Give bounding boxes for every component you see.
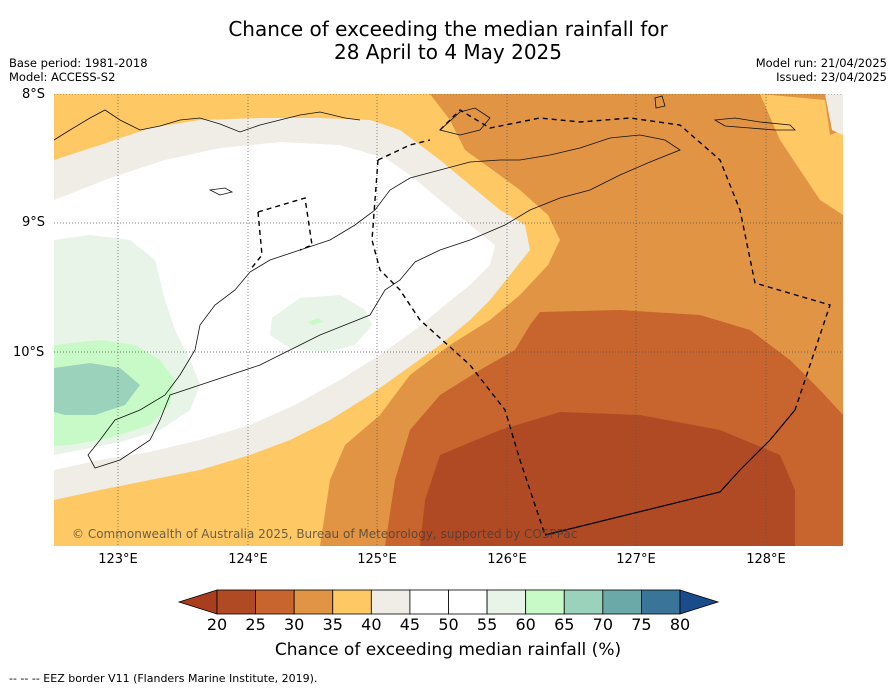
colorbar-cell <box>448 589 488 615</box>
colorbar-cell <box>602 589 642 615</box>
lon-label-128e: 128°E <box>746 552 786 567</box>
graticule <box>54 94 843 546</box>
colorbar-tick-label: 40 <box>361 615 382 634</box>
issued-date: Issued: 23/04/2025 <box>776 70 887 84</box>
lat-label-8s: 8°S <box>22 87 46 102</box>
colorbar-tick-label: 65 <box>554 615 575 634</box>
colorbar-tick-label: 60 <box>515 615 536 634</box>
colorbar-cell <box>525 589 565 615</box>
lon-label-124e: 124°E <box>228 552 268 567</box>
colorbar-tick-label: 45 <box>399 615 421 634</box>
colorbar-extend-high <box>679 589 720 615</box>
colorbar-cell <box>486 589 527 615</box>
colorbar-tick-label: 70 <box>592 615 614 634</box>
colorbar-cell <box>216 589 256 615</box>
alor-island <box>439 107 491 136</box>
colorbar-cell <box>332 589 372 615</box>
colorbar-tick-label: 75 <box>631 615 652 634</box>
colorbar-cell <box>563 589 604 615</box>
lon-label-123e: 123°E <box>98 552 138 567</box>
lon-label-127e: 127°E <box>616 552 656 567</box>
eez-west <box>257 197 313 251</box>
chart-title: Chance of exceeding the median rainfall … <box>0 18 896 64</box>
colorbar-extend-low <box>177 589 218 615</box>
title-line-1: Chance of exceeding the median rainfall … <box>228 17 668 41</box>
colorbar-cell <box>409 589 449 615</box>
eez-south <box>371 159 546 536</box>
copyright-notice: © Commonwealth of Australia 2025, Bureau… <box>72 527 578 541</box>
eez-north-east <box>439 109 831 411</box>
band-55-60-center <box>270 295 372 352</box>
colorbar-tick-label: 50 <box>438 615 459 634</box>
meta-right: Model run: 21/04/2025 Issued: 23/04/2025 <box>756 56 887 84</box>
meta-left: Base period: 1981-2018 Model: ACCESS-S2 <box>9 56 148 84</box>
small-island-1 <box>654 95 666 109</box>
band-20-25 <box>420 412 795 546</box>
colorbar-cell <box>255 589 295 615</box>
eez-footnote: -- -- -- EEZ border V11 (Flanders Marine… <box>9 672 318 685</box>
colorbar-tick-label: 25 <box>245 615 266 634</box>
lon-label-126e: 126°E <box>487 552 527 567</box>
band-40-45-east <box>825 94 843 135</box>
colorbar-tick-label: 35 <box>322 615 343 634</box>
lon-label-125e: 125°E <box>357 552 397 567</box>
colorbar-title: Chance of exceeding median rainfall (%) <box>274 640 622 660</box>
model-run: Model run: 21/04/2025 <box>755 56 887 70</box>
eez-west-2 <box>249 211 263 271</box>
coastlines <box>54 95 796 469</box>
colorbar-tick-label: 30 <box>283 615 305 634</box>
wetar-island <box>713 117 796 131</box>
model-name: Model: ACCESS-S2 <box>9 70 116 84</box>
timor-coast <box>87 134 681 469</box>
colorbar-tick-label: 55 <box>476 615 498 634</box>
colorbar-tick-label: 20 <box>206 615 228 634</box>
colorbar-tick-label: 80 <box>669 615 691 634</box>
lat-label-9s: 9°S <box>22 215 46 230</box>
colorbar-cell <box>370 589 411 615</box>
band-55-60-dot <box>308 318 323 325</box>
north-coast-islands <box>54 109 361 141</box>
base-period: Base period: 1981-2018 <box>9 56 148 70</box>
lat-label-10s: 10°S <box>13 345 45 360</box>
eez-solid <box>544 409 796 536</box>
band-65-70 <box>54 363 140 415</box>
small-island-2 <box>208 187 234 196</box>
colorbar-cell <box>293 589 334 615</box>
eez-borders <box>249 109 831 536</box>
title-line-2: 28 April to 4 May 2025 <box>334 40 562 64</box>
eez-timor-leste <box>377 139 431 161</box>
colorbar-cell <box>641 589 681 615</box>
